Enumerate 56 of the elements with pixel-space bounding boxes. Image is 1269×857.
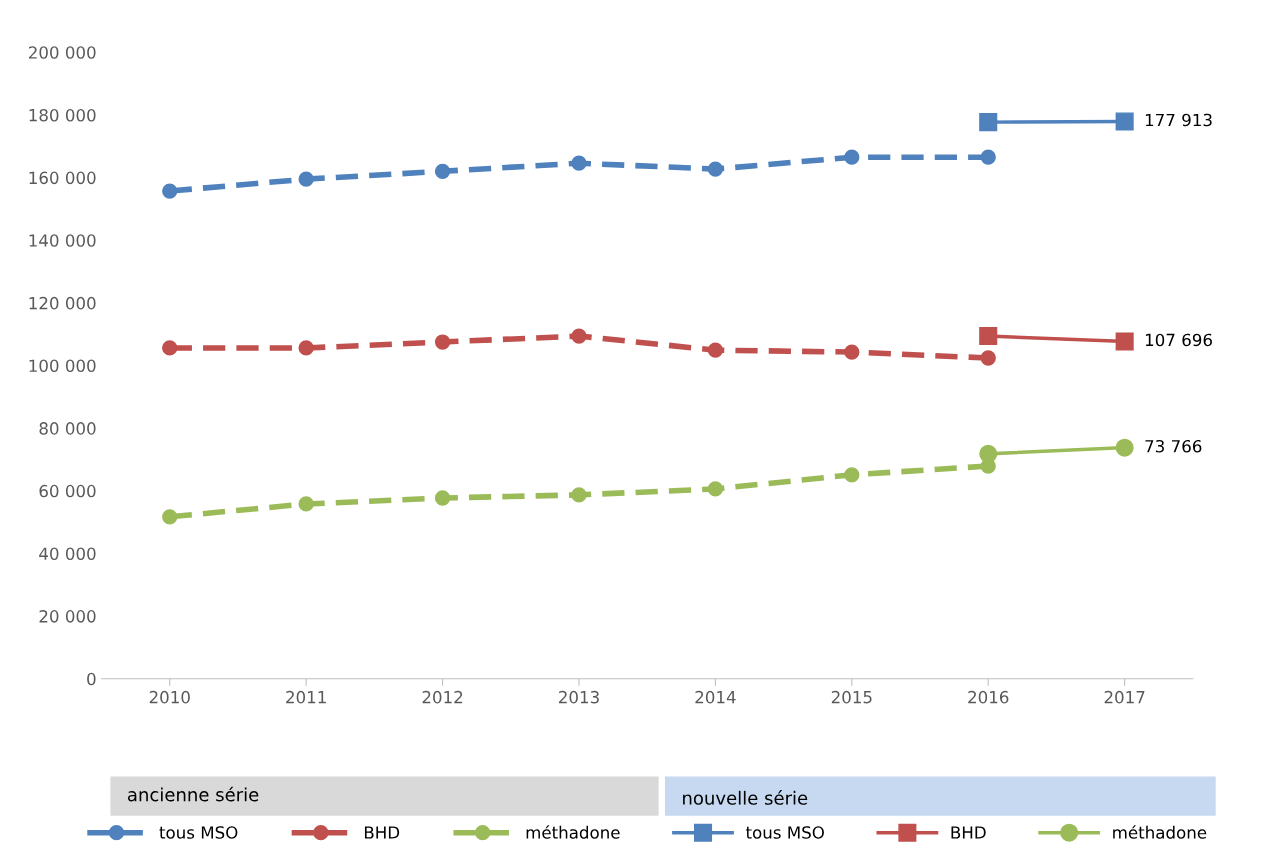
data-label: 107 696	[1145, 333, 1212, 347]
point	[1115, 332, 1134, 351]
text: nouvelle série	[683, 790, 808, 805]
point	[844, 149, 860, 165]
point	[1115, 438, 1134, 457]
y-tick-label: 60 000	[39, 484, 96, 498]
point	[980, 149, 996, 165]
data-label: 73 766	[1145, 439, 1202, 453]
y-tick-label: 20 000	[39, 610, 96, 623]
point	[162, 183, 178, 199]
point	[434, 490, 451, 506]
point	[162, 340, 178, 356]
legend-label: tous MSO	[745, 826, 824, 839]
point	[707, 161, 724, 177]
point	[298, 340, 314, 356]
point	[571, 155, 587, 171]
point	[979, 113, 998, 132]
x-tick-label: 2011	[286, 690, 326, 704]
x-tick-label: 2016	[968, 690, 1009, 704]
point	[844, 467, 860, 483]
y-tick-label: 140 000	[29, 234, 96, 247]
x-tick-label: 2014	[695, 690, 736, 704]
legend-label: tous MSO	[159, 826, 238, 839]
point	[298, 496, 314, 512]
point	[979, 327, 998, 346]
x-tick-label: 2013	[558, 690, 599, 704]
legend-label: BHD	[364, 826, 400, 839]
y-tick-label: 40 000	[39, 547, 96, 561]
y-tick-label: 0	[87, 672, 96, 686]
point	[707, 342, 724, 358]
point	[434, 163, 451, 179]
point	[571, 328, 587, 344]
point	[979, 444, 998, 463]
legend-label: BHD	[951, 826, 986, 839]
legend-label: méthadone	[526, 825, 620, 839]
legend-label: méthadone	[1113, 825, 1207, 839]
point	[162, 509, 178, 525]
text: ancienne série	[127, 786, 259, 802]
x-tick-label: 2010	[149, 690, 190, 704]
point	[1115, 112, 1134, 131]
y-tick-label: 80 000	[39, 422, 96, 435]
point	[434, 334, 451, 350]
y-tick-label: 160 000	[29, 171, 96, 185]
y-tick-label: 120 000	[29, 296, 96, 310]
point	[571, 487, 587, 503]
x-tick-label: 2015	[831, 690, 872, 704]
point	[298, 171, 314, 187]
y-tick-label: 200 000	[28, 46, 96, 59]
point	[980, 350, 996, 366]
y-tick-label: 180 000	[29, 108, 96, 122]
x-tick-label: 2012	[422, 690, 463, 704]
x-tick-label: 2017	[1104, 690, 1145, 704]
y-tick-label: 100 000	[29, 359, 96, 373]
data-label: 177 913	[1145, 113, 1212, 127]
point	[844, 344, 860, 360]
point	[707, 481, 724, 497]
